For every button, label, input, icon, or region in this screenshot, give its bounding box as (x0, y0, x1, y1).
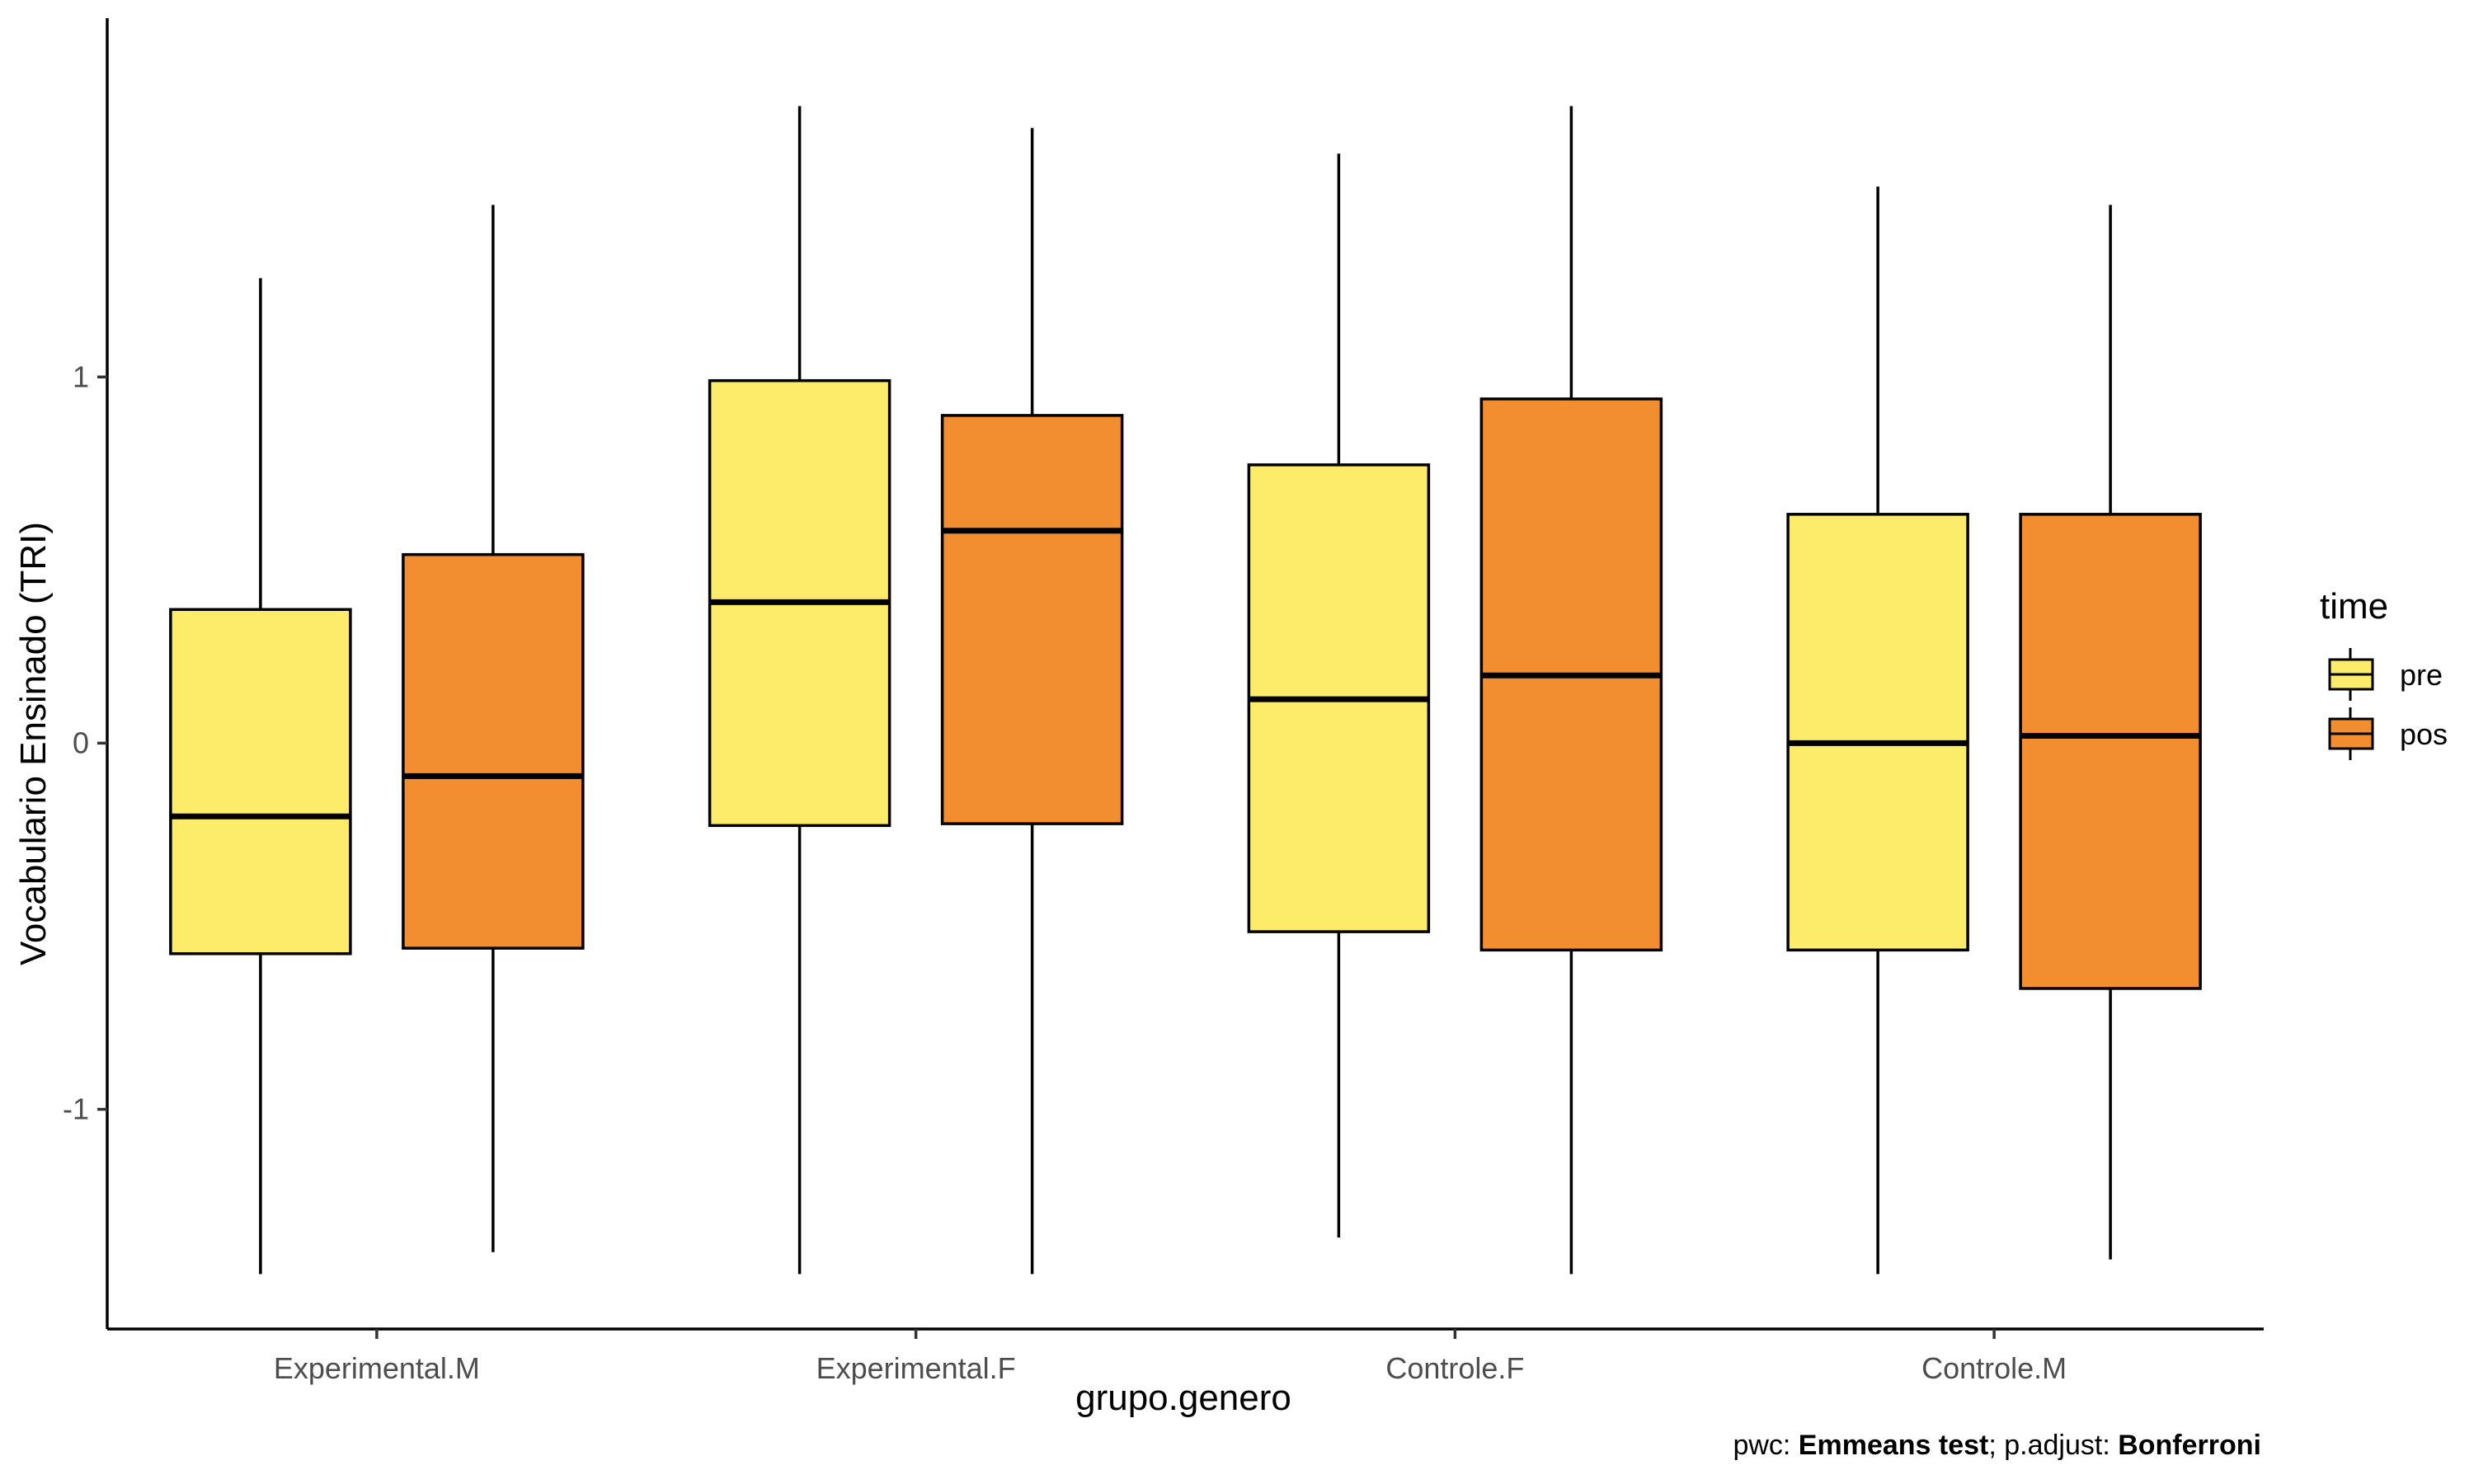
y-axis-title: Vocabulario Ensinado (TRI) (13, 522, 54, 965)
box-pre-Controle.F (1247, 153, 1431, 1237)
box-iqr (169, 608, 352, 956)
caption: pwc: Emmeans test; p.adjust: Bonferroni (1733, 1430, 2261, 1462)
y-tick-label: 1 (73, 359, 89, 393)
y-tick-label: 0 (73, 726, 89, 759)
caption-prefix-1: pwc: (1733, 1430, 1799, 1461)
y-tick-label: -1 (63, 1092, 89, 1126)
legend-label-pos: pos (2400, 717, 2448, 751)
box-pre-Experimental.F (708, 106, 891, 1275)
legend-label-pre: pre (2400, 658, 2443, 692)
x-tick-label: Controle.M (1921, 1351, 2067, 1385)
x-axis-ticks: Experimental.M Experimental.F Controle.F Co… (274, 1329, 2067, 1385)
box-iqr (1786, 513, 1969, 952)
x-tick-label: Controle.F (1385, 1351, 1524, 1385)
plot-area (169, 106, 2202, 1275)
box-pos-Controle.M (2019, 204, 2202, 1260)
box-iqr (402, 552, 585, 950)
box-pos-Experimental.F (940, 128, 1124, 1275)
box-iqr (940, 414, 1124, 825)
x-tick-label: Experimental.M (274, 1351, 480, 1385)
caption-adjust: Bonferroni (2118, 1430, 2261, 1461)
legend: time pre pos (2320, 586, 2448, 760)
legend-title: time (2320, 586, 2388, 627)
box-pos-Controle.F (1479, 106, 1663, 1275)
box-pos-Experimental.M (402, 204, 585, 1252)
box-iqr (2019, 513, 2202, 990)
y-axis-ticks: -1 0 1 (63, 359, 107, 1126)
x-tick-label: Experimental.F (816, 1351, 1016, 1385)
x-axis-title: grupo.genero (1075, 1378, 1291, 1418)
legend-key-pre: pre (2328, 648, 2443, 701)
box-pre-Controle.M (1786, 186, 1969, 1275)
box-pre-Experimental.M (169, 278, 352, 1275)
caption-prefix-2: ; p.adjust: (1988, 1430, 2119, 1461)
legend-key-pos: pos (2328, 707, 2448, 760)
caption-method: Emmeans test (1798, 1430, 1989, 1461)
